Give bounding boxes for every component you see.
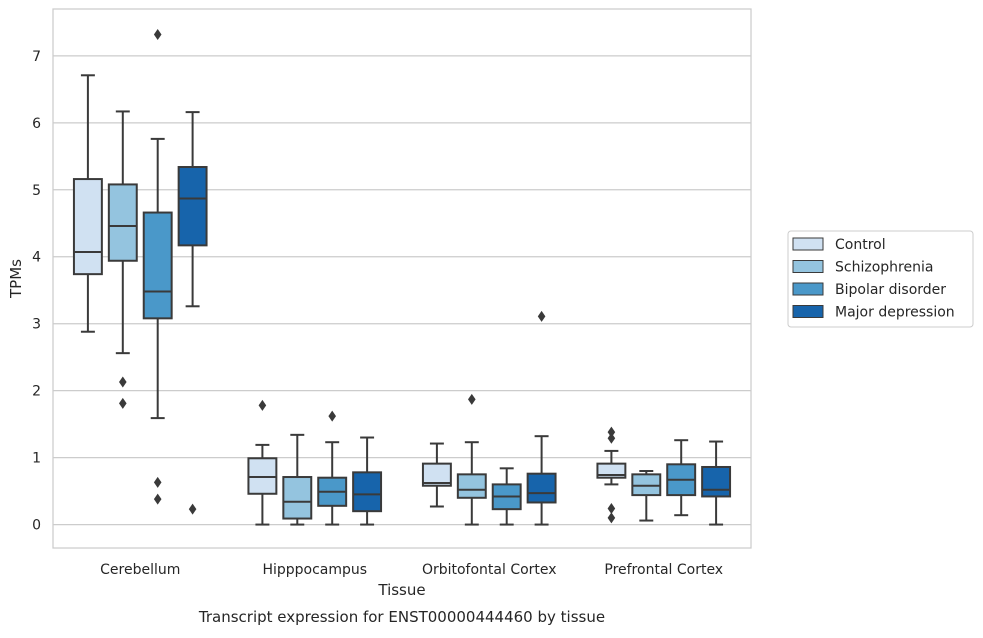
outlier-point (537, 310, 546, 322)
outlier-point (328, 410, 336, 422)
outlier-point (468, 393, 476, 405)
y-tick-label: 1 (32, 451, 41, 467)
outlier-point (188, 503, 197, 515)
box-body (142, 211, 173, 320)
box-body (72, 178, 103, 276)
legend: Control Schizophrenia Bipolar disorder Majo… (787, 230, 974, 328)
box-body (631, 473, 662, 497)
outlier-point (607, 426, 616, 438)
y-tick-label: 6 (32, 116, 41, 132)
boxplot (177, 111, 208, 515)
x-axis-ticks: Cerebellum Hipppocampus Orbitofontal Corte… (100, 562, 723, 578)
boxplot (282, 433, 313, 526)
chart-caption: Transcript expression for ENST0000044446… (198, 608, 605, 626)
outlier-point (258, 399, 267, 411)
y-tick-label: 7 (32, 49, 41, 65)
boxplot (421, 442, 452, 508)
box-body (352, 471, 383, 513)
legend-swatch (792, 260, 824, 273)
box-body (456, 473, 487, 499)
legend-swatch (792, 305, 824, 318)
x-axis-label: Tissue (377, 581, 425, 599)
outlier-point (153, 476, 162, 488)
legend-label: Major depression (835, 305, 955, 321)
outlier-point (607, 512, 616, 524)
boxplot (247, 399, 278, 526)
outlier-point (119, 397, 127, 409)
box-body (107, 183, 138, 262)
boxplot (107, 110, 138, 409)
y-tick-label: 5 (32, 183, 41, 199)
y-axis-label: TPMs (7, 259, 25, 299)
y-axis-ticks: 0 1 2 3 4 5 6 7 (32, 49, 41, 534)
legend-frame (787, 230, 974, 328)
y-tick-label: 0 (32, 518, 41, 534)
y-tick-label: 4 (32, 250, 41, 266)
box-body (526, 472, 557, 504)
x-tick-label: Hipppocampus (262, 562, 367, 578)
boxplot (317, 410, 348, 526)
legend-swatch (792, 237, 824, 251)
boxplot (352, 436, 383, 526)
y-tick-label: 2 (32, 384, 41, 400)
boxplots (72, 28, 732, 526)
boxplot (631, 470, 662, 522)
boxplot (596, 426, 627, 524)
x-tick-label: Cerebellum (100, 562, 180, 578)
outlier-point (153, 28, 162, 40)
outlier-point (607, 502, 616, 514)
outlier-point (119, 376, 127, 388)
box-body (421, 462, 452, 487)
box-body (177, 166, 208, 247)
box-body (282, 476, 313, 520)
boxplot (666, 439, 697, 517)
x-tick-label: Prefrontal Cortex (604, 562, 723, 578)
legend-label: Schizophrenia (835, 260, 933, 276)
legend-label: Control (835, 237, 886, 253)
boxplot (142, 28, 173, 505)
boxplot (456, 393, 487, 526)
outlier-point (153, 493, 162, 505)
boxplot (701, 440, 732, 526)
y-tick-label: 3 (32, 317, 41, 333)
outlier-point (607, 432, 616, 444)
boxplot (526, 310, 557, 526)
box-body (247, 457, 278, 495)
plot-area (52, 8, 752, 549)
box-body (701, 465, 732, 498)
boxplot (72, 74, 103, 333)
legend-swatch (792, 282, 824, 296)
legend-label: Bipolar disorder (835, 282, 946, 298)
x-tick-label: Orbitofontal Cortex (422, 562, 557, 578)
boxplot (491, 467, 522, 526)
